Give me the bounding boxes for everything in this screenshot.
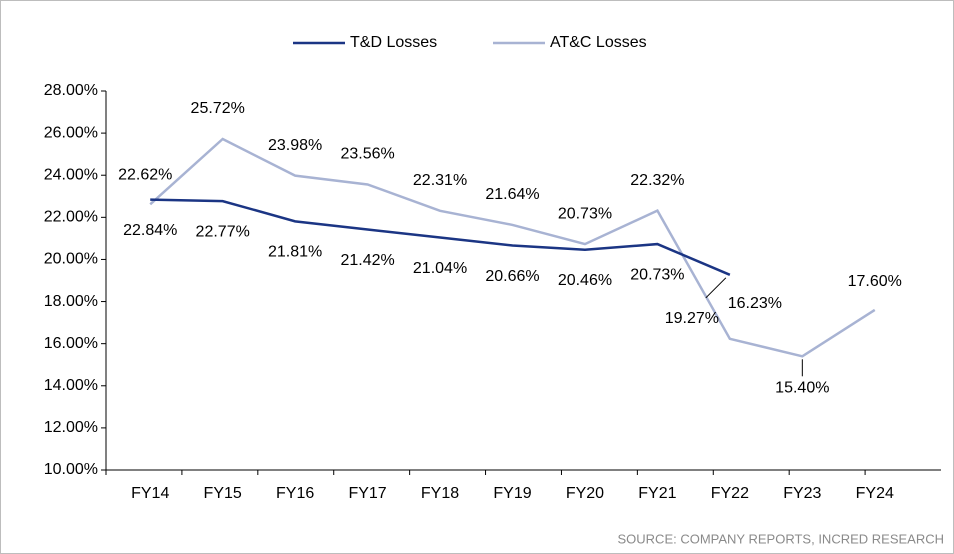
y-tick-label: 18.00%	[44, 293, 98, 310]
data-label: 17.60%	[848, 273, 902, 290]
legend-label: T&D Losses	[350, 34, 437, 51]
y-tick-label: 14.00%	[44, 377, 98, 394]
source-note: SOURCE: COMPANY REPORTS, INCRED RESEARCH	[618, 531, 945, 546]
y-tick-label: 12.00%	[44, 419, 98, 436]
y-tick-label: 22.00%	[44, 209, 98, 226]
data-label: 23.98%	[268, 137, 322, 154]
x-tick-label: FY14	[131, 485, 169, 502]
data-label: 22.32%	[630, 172, 684, 189]
x-tick-label: FY22	[711, 485, 749, 502]
data-label: 20.73%	[558, 205, 612, 222]
data-label: 15.40%	[775, 380, 829, 397]
series-line	[149, 137, 876, 358]
data-label: 20.73%	[630, 266, 684, 283]
legend-label: AT&C Losses	[550, 34, 647, 51]
data-label: 16.23%	[728, 295, 782, 312]
data-label: 21.81%	[268, 244, 322, 261]
data-label: 22.62%	[118, 166, 172, 183]
data-label: 22.77%	[196, 223, 250, 240]
data-label: 19.27%	[665, 310, 719, 327]
x-tick-label: FY24	[856, 485, 894, 502]
data-label: 25.72%	[191, 100, 245, 117]
x-tick-label: FY23	[783, 485, 821, 502]
y-tick-label: 20.00%	[44, 251, 98, 268]
y-tick-label: 10.00%	[44, 461, 98, 478]
data-label: 22.31%	[413, 172, 467, 189]
data-label: 20.66%	[485, 268, 539, 285]
x-tick-label: FY21	[638, 485, 676, 502]
x-tick-label: FY19	[493, 485, 531, 502]
x-tick-label: FY18	[421, 485, 459, 502]
y-tick-label: 28.00%	[44, 82, 98, 99]
leader-line	[705, 277, 727, 299]
y-tick-label: 24.00%	[44, 166, 98, 183]
series-line	[150, 198, 731, 276]
data-label: 20.46%	[558, 272, 612, 289]
x-tick-label: FY15	[204, 485, 242, 502]
y-tick-label: 16.00%	[44, 335, 98, 352]
data-label: 21.04%	[413, 260, 467, 277]
data-label: 23.56%	[340, 146, 394, 163]
data-label: 21.42%	[340, 252, 394, 269]
x-tick-label: FY20	[566, 485, 604, 502]
data-label: 22.84%	[123, 222, 177, 239]
x-tick-label: FY17	[348, 485, 386, 502]
y-tick-label: 26.00%	[44, 124, 98, 141]
x-tick-label: FY16	[276, 485, 314, 502]
data-label: 21.64%	[485, 186, 539, 203]
